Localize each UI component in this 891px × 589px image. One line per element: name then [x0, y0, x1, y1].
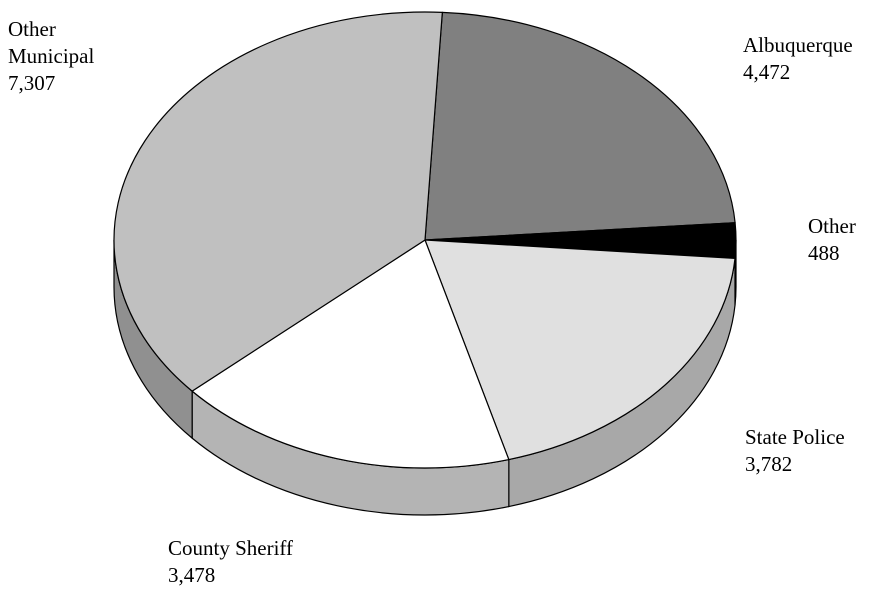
label-other-municipal-value: 7,307 [8, 71, 56, 95]
pie-slice-state-police [424, 239, 736, 461]
label-other-municipal: Other Municipal 7,307 [8, 16, 94, 97]
label-albuquerque-value: 4,472 [743, 60, 791, 84]
label-state-police: State Police 3,782 [745, 424, 845, 478]
label-county-sheriff-name: County Sheriff [168, 536, 294, 560]
pie-slices [113, 11, 737, 469]
label-state-police-name: State Police [745, 425, 845, 449]
label-state-police-value: 3,782 [745, 452, 793, 476]
pie-slice-other-municipal [113, 11, 443, 392]
label-albuquerque: Albuquerque 4,472 [743, 32, 853, 86]
pie-slice-albuquerque [424, 11, 736, 241]
label-other-value: 488 [808, 241, 840, 265]
label-other-municipal-name-line1: Other [8, 17, 56, 41]
label-albuquerque-name: Albuquerque [743, 33, 853, 57]
label-other-name: Other [808, 214, 856, 238]
label-other-municipal-name-line2: Municipal [8, 44, 95, 68]
label-county-sheriff: County Sheriff 3,478 [168, 535, 293, 589]
label-county-sheriff-value: 3,478 [168, 563, 216, 587]
pie-slice-county-sheriff [191, 239, 510, 469]
label-other: Other 488 [808, 213, 856, 267]
